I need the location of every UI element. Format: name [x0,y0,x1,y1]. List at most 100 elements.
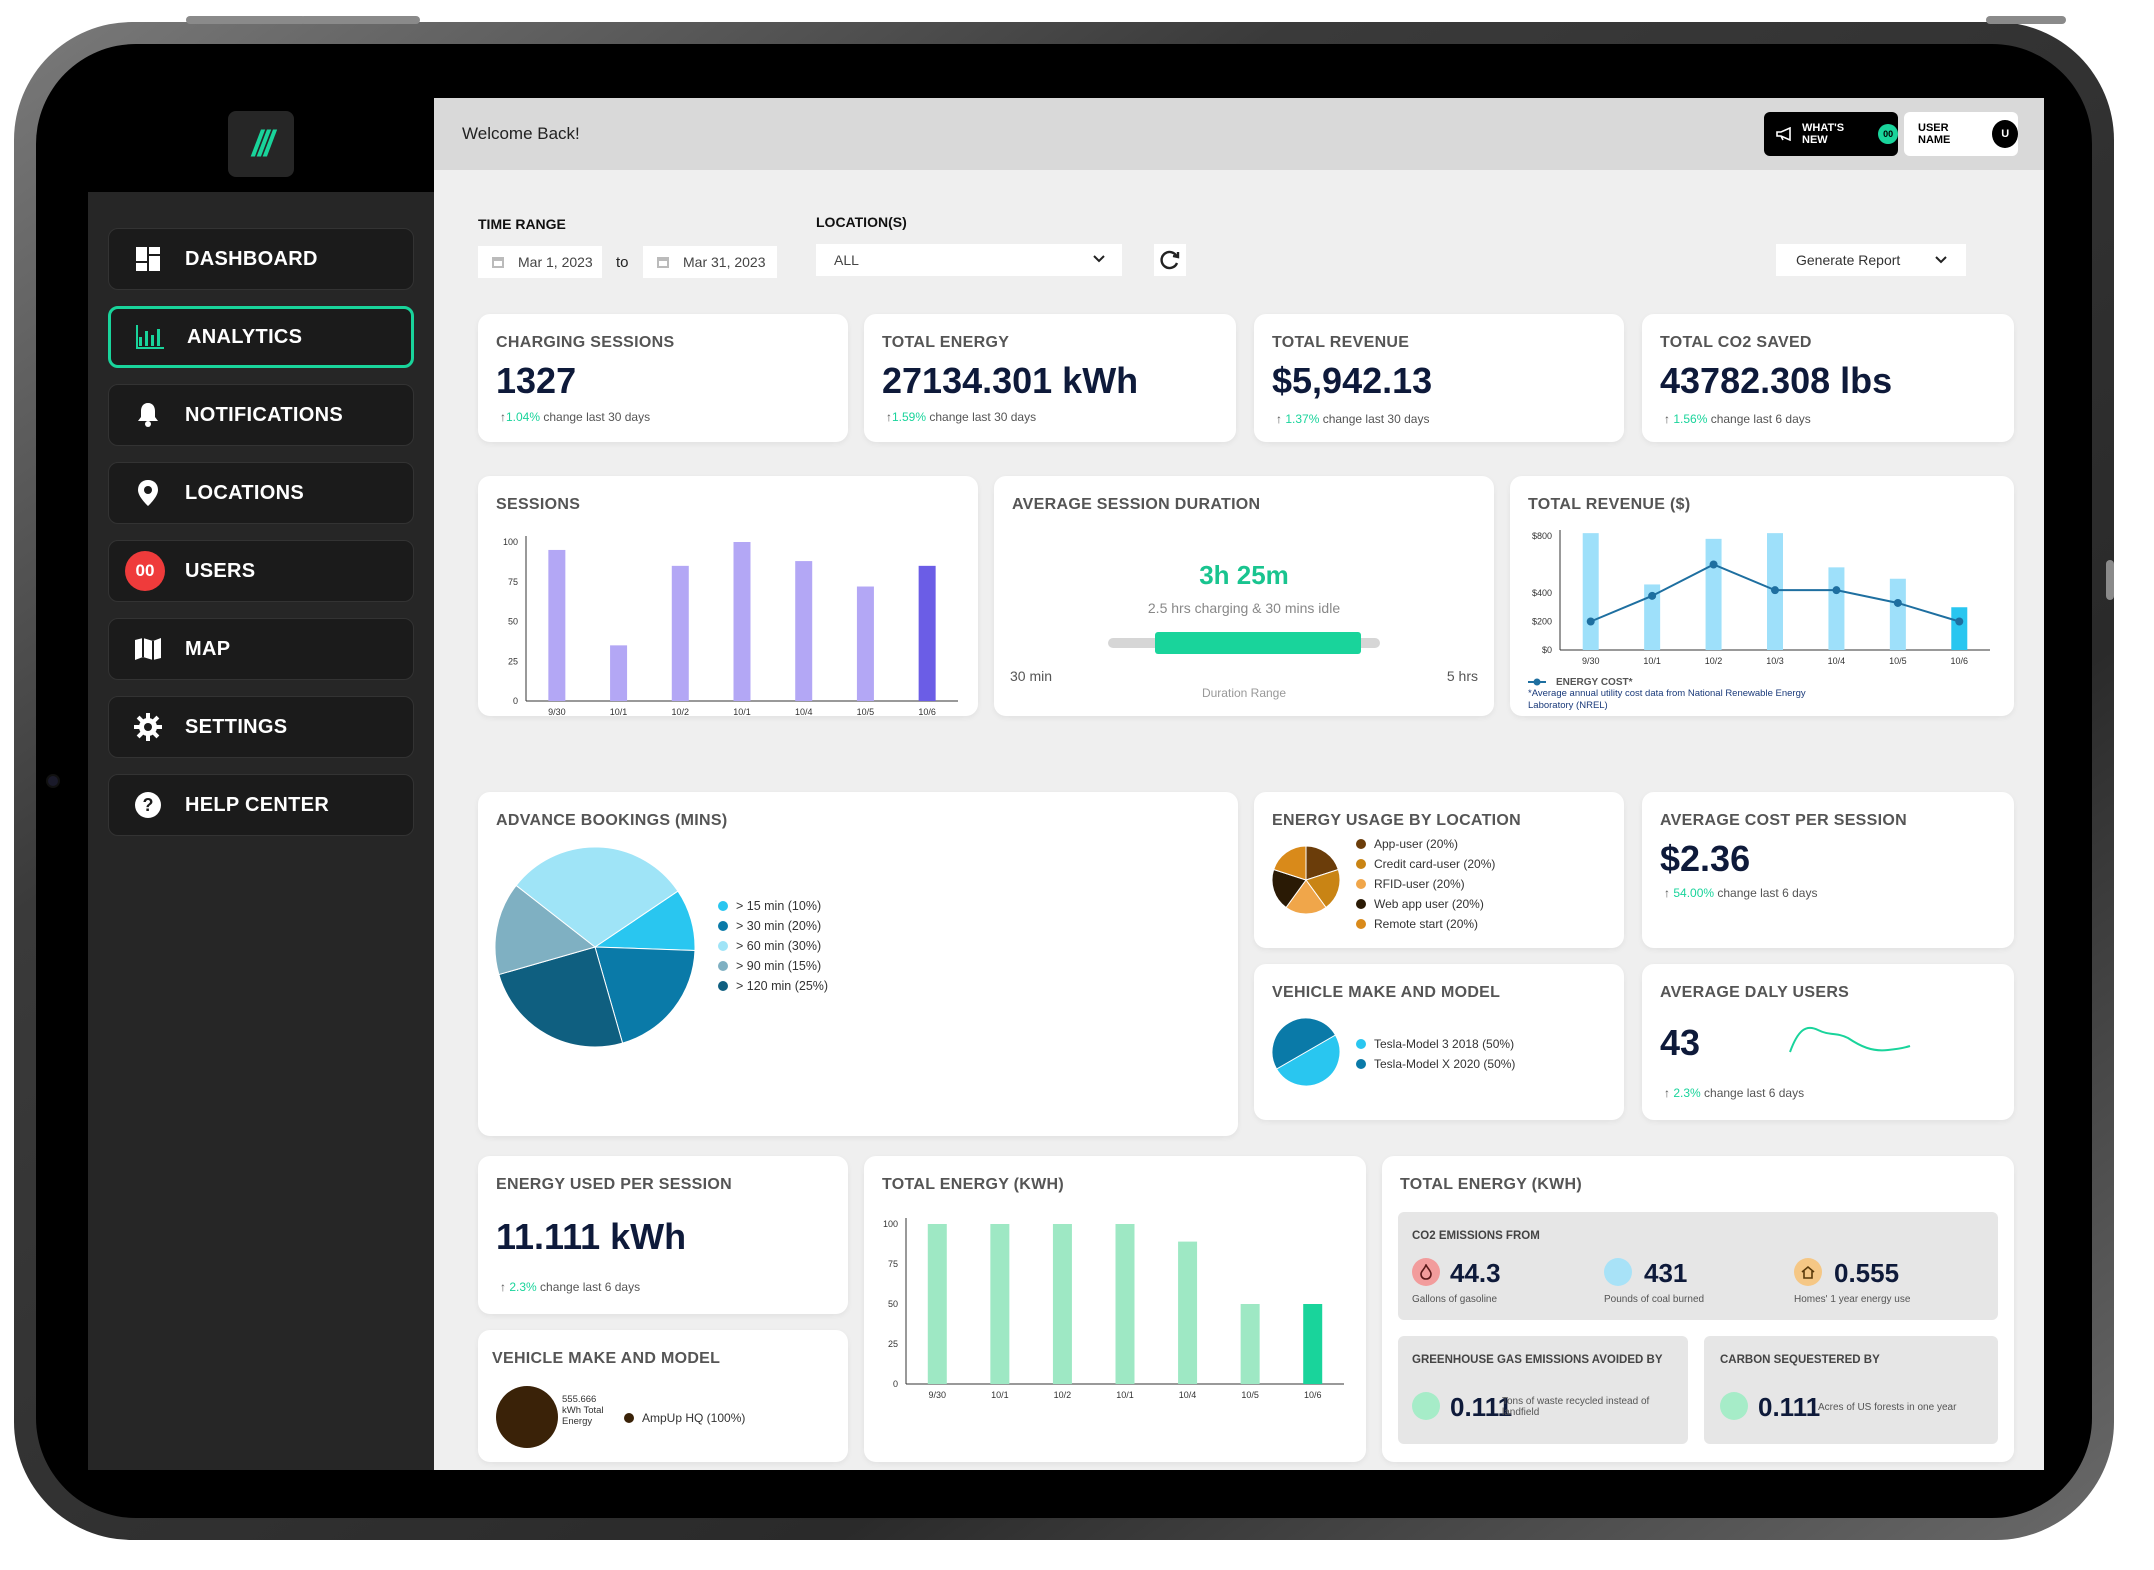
pie-slice [1271,1017,1337,1070]
dashboard-icon [133,244,163,274]
homes-label: Homes' 1 year energy use [1794,1294,1911,1305]
sidebar-item-users[interactable]: 00 USERS [108,540,414,602]
sidebar-item-label: HELP CENTER [185,793,330,816]
sidebar-item-label: DASHBOARD [185,247,318,270]
app-logo[interactable]: /// [228,111,294,177]
legend-item: Remote start (20%) [1356,914,1495,934]
sidebar-item-label: SETTINGS [185,715,288,738]
sessions-chart: 0 25 50 75 100 9/30 10/1 10/2 10/1 10/4 10/5 10/6 [503,536,958,716]
time-range-label: TIME RANGE [478,216,566,232]
chart-title: SESSIONS [496,496,581,513]
homes-value: 0.555 [1834,1258,1900,1288]
energy-per-session-value: 11.111 kWh [496,1216,687,1257]
x-tick-label: 10/2 [1705,656,1723,666]
bookings-legend: > 15 min (10%) > 30 min (20%) > 60 min (… [718,896,828,996]
bar [671,565,689,701]
x-tick-label: 10/2 [672,707,690,716]
card-title: AVERAGE DALY USERS [1660,984,1850,1001]
sidebar-item-map[interactable]: MAP [108,618,414,680]
flame-icon [1412,1258,1440,1286]
start-date-field[interactable]: Mar 1, 2023 [478,246,602,278]
welcome-message: Welcome Back! [462,124,580,143]
map-icon [133,634,163,664]
ghg-value: 0.111 [1450,1392,1513,1422]
kpi-value: 43782.308 lbs [1660,360,1893,401]
sidebar-item-label: ANALYTICS [187,325,303,348]
x-tick-label: 10/6 [918,707,936,716]
location-select[interactable]: ALL [816,244,1122,276]
help-icon: ? [133,790,163,820]
end-date-field[interactable]: Mar 31, 2023 [643,246,777,278]
sidebar-item-label: MAP [185,637,231,660]
kpi-title: TOTAL CO2 SAVED [1660,334,1812,351]
emissions-from-title: CO2 EMISSIONS FROM [1412,1230,1540,1242]
coal-value: 431 [1644,1258,1688,1288]
energy-cost-point [1893,598,1902,607]
legend-item: > 60 min (30%) [718,936,828,956]
bar [1644,584,1661,650]
revenue-footnote: *Average annual utility cost data from N… [1528,688,1806,711]
pie-slice [1305,868,1341,909]
x-tick-label: 10/6 [1304,1390,1322,1400]
whats-new-button[interactable]: WHAT'S NEW 00 [1764,112,1898,156]
pie-slice [1275,1034,1341,1087]
whats-new-badge: 00 [1878,124,1898,144]
x-tick-label: 9/30 [1582,656,1600,666]
pie-slice [1273,845,1307,881]
legend-item: > 15 min (10%) [718,896,828,916]
card-title: ENERGY USED PER SESSION [496,1176,733,1193]
x-tick-label: 10/3 [1766,656,1784,666]
generate-report-button[interactable]: Generate Report [1776,244,1966,276]
y-tick-label: 0 [513,696,518,706]
bar [927,1224,947,1384]
x-tick-label: 10/4 [1179,1390,1197,1400]
sidebar-item-notifications[interactable]: NOTIFICATIONS [108,384,414,446]
sidebar-item-label: NOTIFICATIONS [185,403,343,426]
svg-text:?: ? [143,795,154,815]
sidebar-item-help-center[interactable]: ? HELP CENTER [108,774,414,836]
avg-cost-change: ↑ 54.00% change last 6 days [1664,886,1818,900]
vehicle-donut-chart [496,1386,558,1448]
sidebar-item-settings[interactable]: SETTINGS [108,696,414,758]
x-tick-label: 10/1 [1116,1390,1134,1400]
energy-cost-point [1648,591,1657,600]
kpi-title: CHARGING SESSIONS [496,334,675,351]
user-menu[interactable]: USER NAME U [1904,112,2018,156]
refresh-button[interactable] [1154,244,1186,276]
bar [1889,578,1906,650]
card-title: AVERAGE COST PER SESSION [1660,812,1907,829]
bookings-pie-chart [494,846,696,1048]
sidebar-item-locations[interactable]: LOCATIONS [108,462,414,524]
location-legend: App-user (20%) Credit card-user (20%) RF… [1356,834,1495,934]
carbon-sequestered-box: CARBON SEQUESTERED BY 0.111 Acres of US … [1704,1336,1998,1444]
gear-icon [133,712,163,742]
carbon-label: Acres of US forests in one year [1818,1402,1957,1413]
daily-users-sparkline [1789,1026,1911,1053]
user-name: USER NAME [1918,122,1951,146]
refresh-icon [1160,250,1180,270]
sidebar-item-dashboard[interactable]: DASHBOARD [108,228,414,290]
camera [46,774,60,788]
carbon-title: CARBON SEQUESTERED BY [1720,1354,1880,1366]
ghg-title: GREENHOUSE GAS EMISSIONS AVOIDED BY [1412,1354,1663,1366]
pie-slice [594,946,696,1044]
energy-cost-point [1586,617,1595,626]
sidebar-item-label: LOCATIONS [185,481,304,504]
bar [990,1224,1010,1384]
co2-emissions-card: TOTAL ENERGY (KWH) CO2 EMISSIONS FROM 44… [1382,1156,2014,1462]
bar [918,565,936,701]
y-tick-label: $200 [1532,617,1552,627]
legend-item: > 90 min (15%) [718,956,828,976]
location-pie-chart [1271,845,1341,915]
kpi-change: ↑1.04% change last 30 days [500,410,651,424]
x-tick-label: 10/2 [1054,1390,1072,1400]
bar [1582,533,1599,650]
range-min-label: 30 min [1010,668,1053,684]
volume-button [186,16,306,24]
y-tick-label: 75 [888,1259,898,1269]
bar [1303,1304,1323,1384]
avg-session-duration-card: AVERAGE SESSION DURATION 3h 25m 2.5 hrs … [994,476,1494,716]
legend-item: Web app user (20%) [1356,894,1495,914]
x-tick-label: 10/1 [991,1390,1009,1400]
sidebar-item-analytics[interactable]: ANALYTICS [108,306,414,368]
